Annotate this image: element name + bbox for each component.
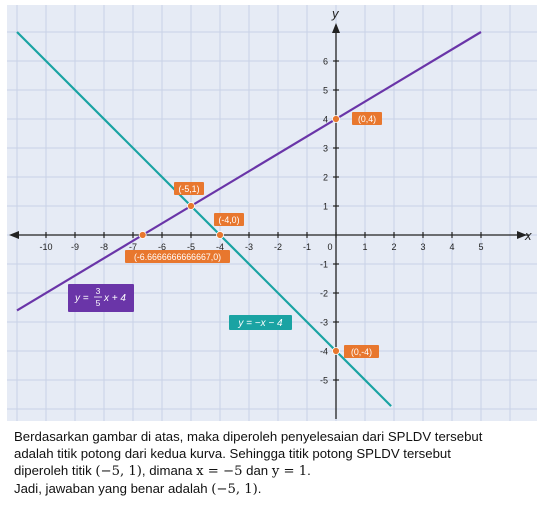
series-label-purple-num: 3: [96, 286, 101, 296]
explanation-text: Berdasarkan gambar di atas, maka diperol…: [14, 428, 534, 498]
point-marker: [187, 202, 195, 210]
points: (0,4) (-5,1) (-4,0) (-6.6666666666667,0) (0,…: [125, 112, 382, 358]
y-tick-label: -5: [320, 376, 328, 386]
x-tick-label: -5: [187, 242, 195, 252]
explanation-line-4: Jadi, jawaban yang benar adalah (−5, 1).: [14, 480, 534, 498]
x-tick-label: 4: [449, 242, 454, 252]
point-label: (-4,0): [218, 215, 239, 225]
y-tick-label: 1: [323, 202, 328, 212]
series-line-purple: [16, 31, 482, 312]
x-tick-label: 3: [420, 242, 425, 252]
x-axis-label: x: [524, 228, 532, 243]
x-tick-label: 2: [391, 242, 396, 252]
series-label-purple: y = 3 5 x + 4: [68, 284, 134, 312]
plot-background: [7, 5, 537, 421]
solution-point: (−5, 1): [95, 464, 142, 479]
y-tick-label: 6: [323, 57, 328, 67]
point-label: (0,-4): [351, 347, 372, 357]
x-tick-label: -4: [216, 242, 224, 252]
x-tick-label: -3: [245, 242, 253, 252]
point-label-box: [174, 182, 204, 195]
series-lines: [16, 31, 482, 407]
point-label: (-6.6666666666667,0): [134, 252, 221, 262]
point-label-box: [344, 345, 379, 358]
series-label-teal-box: [229, 315, 292, 330]
explanation-line-3-pre: diperoleh titik: [14, 463, 92, 478]
point-label: (0,4): [358, 114, 376, 124]
point-label-box: [214, 213, 244, 226]
point-marker: [138, 231, 147, 239]
series-label-teal-text: y = −x − 4: [237, 318, 283, 329]
solution-y: y = 1: [271, 464, 308, 479]
y-tick-label: 5: [323, 86, 328, 96]
y-tick-label: -3: [320, 318, 328, 328]
explanation-line-1: Berdasarkan gambar di atas, maka diperol…: [14, 429, 483, 444]
y-tick-label: -4: [320, 347, 328, 357]
y-axis-label: y: [331, 6, 340, 21]
x-axis-arrow-left: [9, 231, 19, 239]
series-label-purple-lhs: y =: [74, 293, 89, 304]
x-tick-label: -6: [158, 242, 166, 252]
series-label-teal: y = −x − 4: [229, 315, 292, 330]
series-label-purple-rhs: x + 4: [103, 293, 126, 304]
answer-point: (−5, 1): [211, 482, 258, 497]
solution-x: x = −5: [196, 464, 243, 479]
x-tick-label: -9: [71, 242, 79, 252]
x-tick-label: 1: [362, 242, 367, 252]
x-tick-label: -7: [129, 242, 137, 252]
y-tick-label: -2: [320, 289, 328, 299]
point-marker: [216, 231, 224, 239]
x-tick-label: -8: [100, 242, 108, 252]
point-marker: [332, 115, 340, 123]
y-tick-label: 3: [323, 144, 328, 154]
point-label-box: [125, 250, 230, 263]
y-axis-arrow: [332, 23, 340, 33]
explanation-line-4-pre: Jadi, jawaban yang benar adalah: [14, 481, 208, 496]
x-tick-label: -2: [274, 242, 282, 252]
explanation-line-3-and: dan: [246, 463, 269, 478]
series-line-teal: [16, 31, 392, 407]
explanation-line-3-mid: , dimana: [141, 463, 193, 478]
y-tick-label: 2: [323, 173, 328, 183]
chart: x y -10 -9 -8 -7 -6 -5 -4 -3 -2 -1 0 1 2 3 4 5 -5 -4 -3 -2 -1 1…: [7, 5, 537, 421]
series-label-purple-box: [68, 284, 134, 312]
explanation-line-3-end: .: [307, 463, 311, 478]
series-label-purple-den: 5: [96, 298, 101, 308]
x-tick-label: 5: [478, 242, 483, 252]
chart-svg: xy-10 -9 -8 -7 -6 -5 -4 -3 -2 -1 0 1 2 3 4 5-5-4-3-2-11…: [7, 5, 537, 421]
explanation-line-3: diperoleh titik (−5, 1), dimana x = −5 d…: [14, 462, 534, 480]
y-tick-label: 4: [323, 115, 328, 125]
x-tick-label: -10: [39, 242, 52, 252]
point-label-box: [352, 112, 382, 125]
point-marker: [332, 347, 340, 355]
explanation-line-2: adalah titik potong dari kedua kurva. Se…: [14, 446, 451, 461]
point-label: (-5,1): [178, 184, 199, 194]
x-axis-arrow-right: [517, 231, 527, 239]
explanation-line-4-end: .: [257, 481, 262, 496]
x-tick-label: 0: [327, 242, 332, 252]
x-tick-label: -1: [303, 242, 311, 252]
y-tick-label: -1: [320, 260, 328, 270]
